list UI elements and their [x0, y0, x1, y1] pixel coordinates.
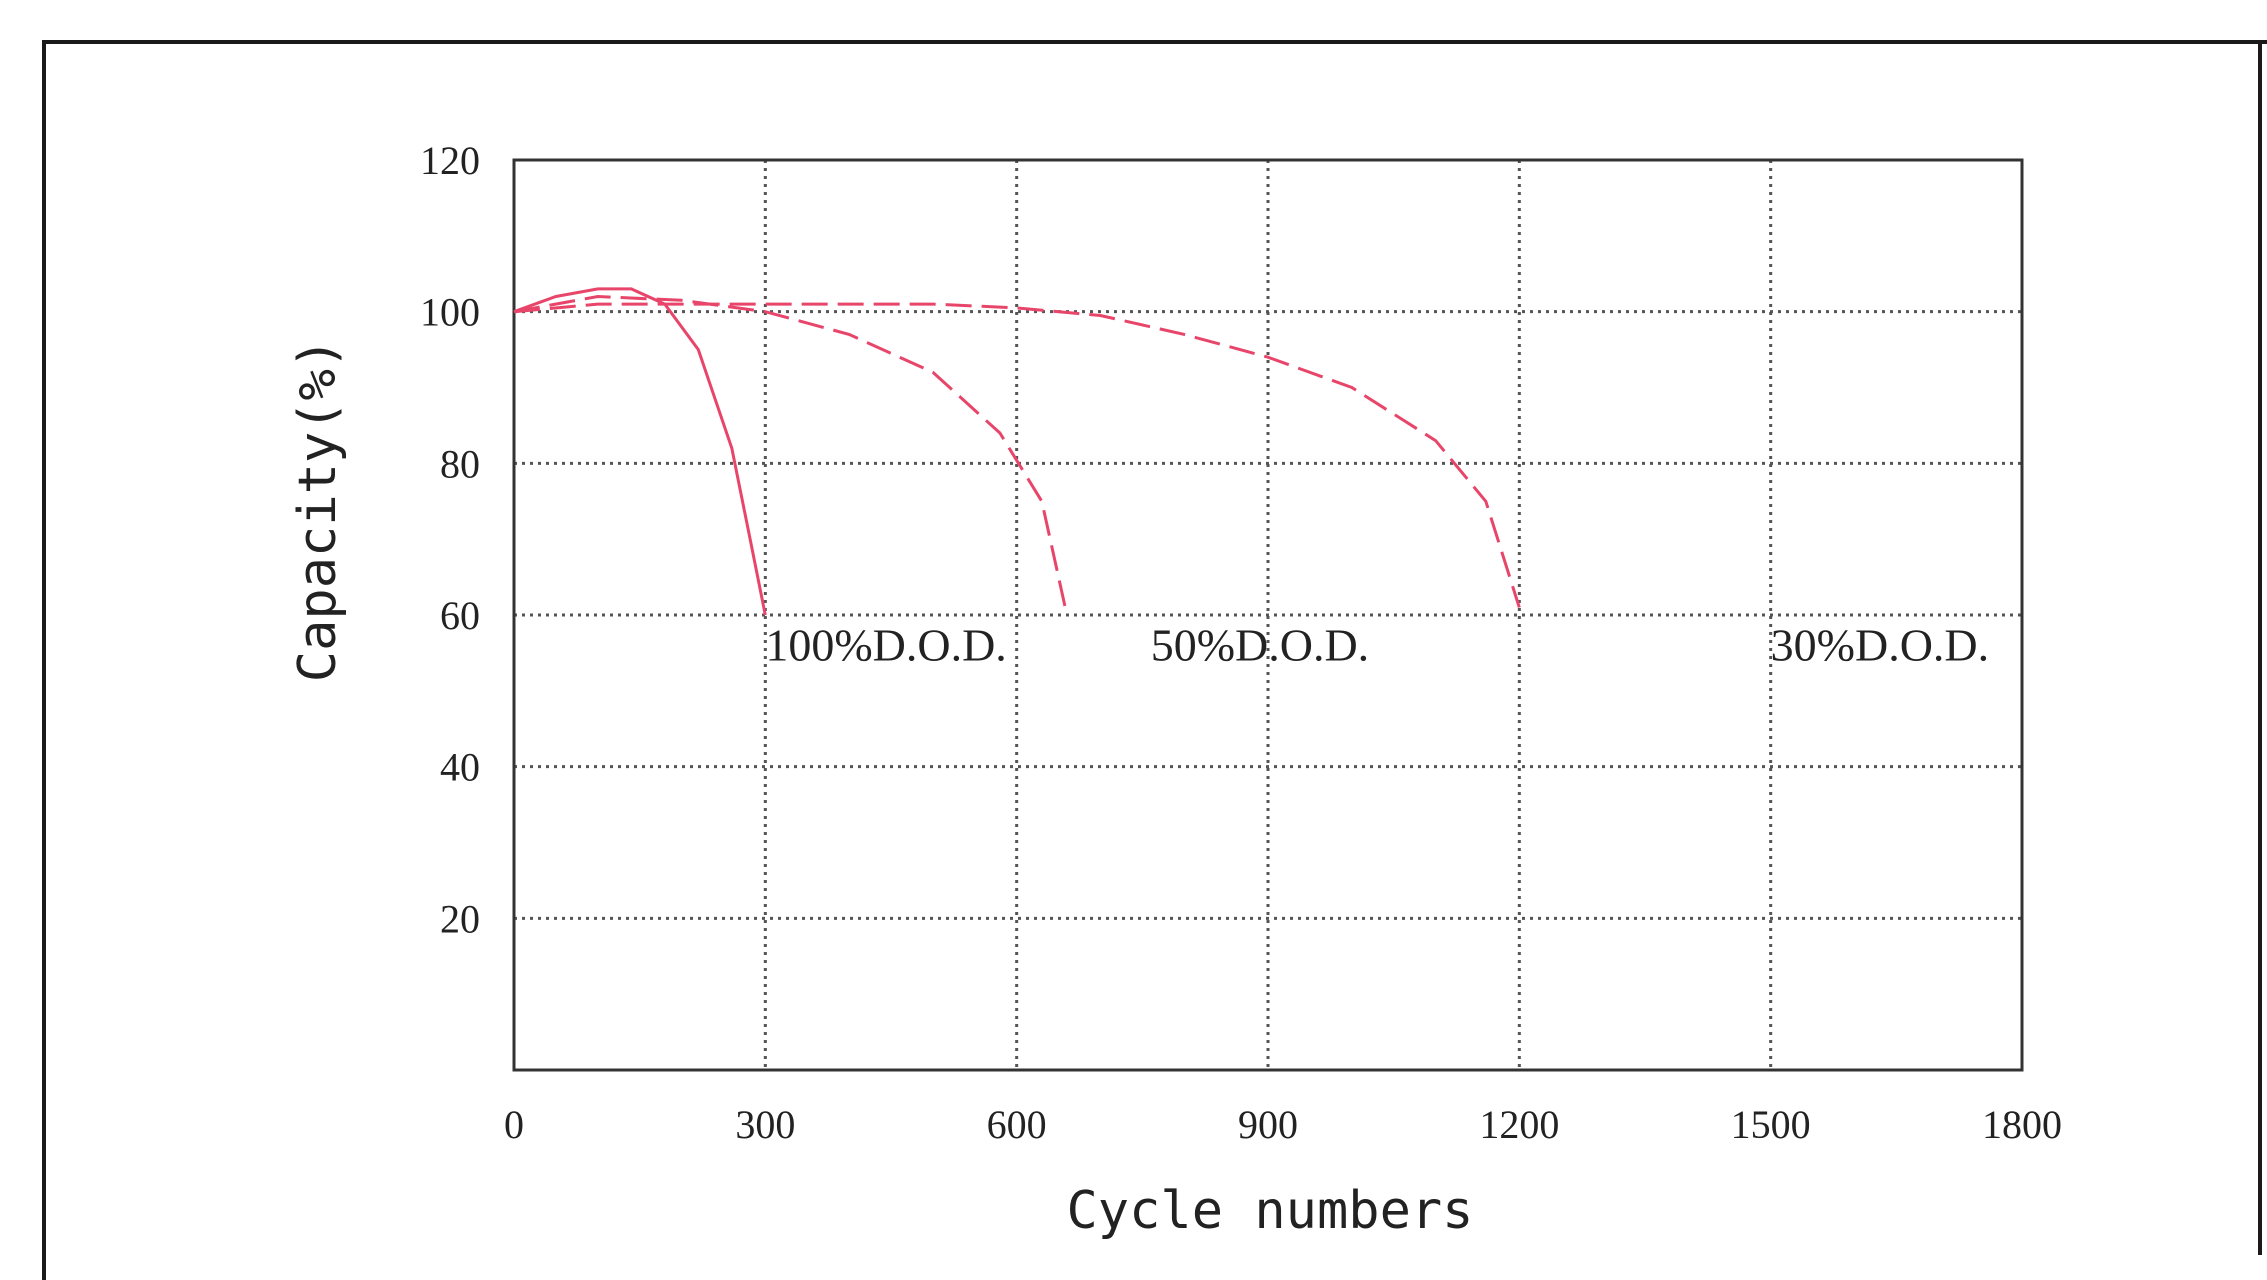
plot-area	[512, 158, 2024, 1072]
grid-lines	[514, 160, 2022, 1070]
chart-frame-right-edge	[2258, 40, 2262, 1255]
y-tick-label: 40	[440, 745, 480, 790]
y-axis-ticks: 20 40 60 80 100 120	[420, 138, 480, 941]
y-tick-label: 20	[440, 896, 480, 941]
x-tick-label: 600	[987, 1102, 1047, 1147]
y-axis-label: Capacity(%)	[288, 338, 348, 682]
x-axis-label: Cycle numbers	[1067, 1181, 1474, 1241]
y-tick-label: 120	[420, 138, 480, 183]
x-tick-label: 900	[1238, 1102, 1298, 1147]
series-line-2	[513, 294, 1069, 616]
series-line-1	[513, 287, 767, 616]
x-axis-ticks: 0 300 600 900 1200 1500 1800	[504, 1102, 2062, 1147]
y-tick-label: 60	[440, 593, 480, 638]
x-tick-label: 1800	[1982, 1102, 2062, 1147]
x-tick-label: 1200	[1479, 1102, 1559, 1147]
y-tick-label: 100	[420, 290, 480, 335]
series-line-3	[513, 302, 1521, 608]
series-label-3: 30%D.O.D.	[1771, 620, 1989, 671]
chart-frame	[42, 40, 2267, 1280]
x-tick-label: 300	[735, 1102, 795, 1147]
x-tick-label: 0	[504, 1102, 524, 1147]
x-tick-label: 1500	[1731, 1102, 1811, 1147]
series-lines	[513, 287, 1521, 616]
y-tick-label: 80	[440, 441, 480, 486]
series-annotations: 100%D.O.D. 50%D.O.D. 30%D.O.D.	[765, 620, 1989, 671]
series-label-2: 50%D.O.D.	[1151, 620, 1369, 671]
series-label-1: 100%D.O.D.	[765, 620, 1006, 671]
